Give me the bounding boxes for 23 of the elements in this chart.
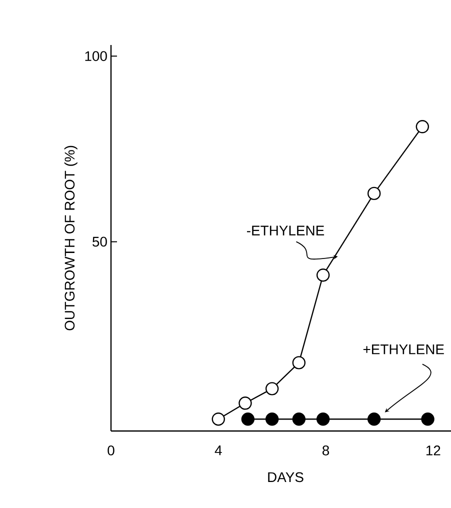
- point: [241, 412, 255, 426]
- x-tick-label: 8: [322, 446, 330, 456]
- point: [421, 412, 434, 426]
- series-label: -ETHYLENE: [246, 226, 324, 236]
- point: [292, 412, 306, 426]
- point: [416, 120, 430, 134]
- point: [265, 412, 279, 426]
- x-tick-label: 12: [426, 446, 440, 456]
- point: [316, 412, 330, 426]
- x-tick-label: 0: [108, 446, 114, 456]
- point: [367, 412, 381, 426]
- y-tick-label: 100: [85, 51, 107, 62]
- y-axis-title: OUTGROWTH OF ROOT (%): [64, 146, 78, 330]
- point: [316, 268, 330, 282]
- point: [367, 186, 381, 200]
- x-tick-label: 4: [214, 446, 222, 456]
- y-tick-label: 50: [92, 236, 107, 247]
- point: [238, 396, 252, 410]
- x-axis-title: DAYS: [268, 472, 304, 482]
- point: [265, 382, 279, 396]
- point: [212, 412, 225, 426]
- text: +ETHYLENE: [363, 344, 444, 354]
- point: [292, 356, 306, 370]
